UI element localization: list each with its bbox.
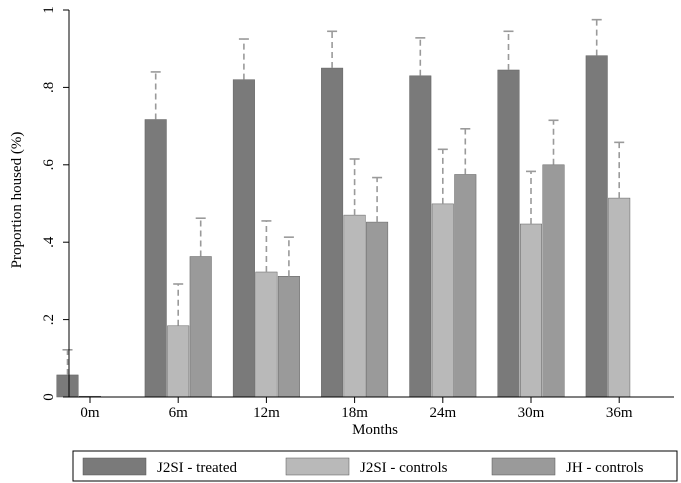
x-tick-label: 24m (429, 405, 456, 421)
bar-j2si-treated-6m (144, 119, 167, 398)
bar-j2si-treated-24m (409, 75, 432, 398)
errorbars-layer (62, 18, 625, 375)
bar-jh-controls-18m (366, 221, 389, 398)
x-tick-label: 6m (169, 405, 189, 421)
bar-jh-controls-6m (189, 256, 212, 398)
x-tick-label: 18m (341, 405, 368, 421)
legend-swatch-j2si-controls (285, 457, 350, 476)
bar-jh-controls-30m (542, 164, 565, 398)
bar-j2si-controls-30m (520, 223, 542, 398)
y-tick-label: .4 (41, 236, 57, 248)
bar-j2si-treated-36m (585, 55, 608, 398)
bar-j2si-controls-12m (255, 271, 278, 398)
x-tick-label: 30m (518, 405, 545, 421)
bar-j2si-controls-24m (431, 203, 454, 398)
bar-j2si-treated-18m (321, 67, 344, 398)
legend-label-j2si-treated: J2SI - treated (157, 460, 237, 476)
x-ticks: 0m 6m 12m 18m 24m 30m 36m (80, 397, 633, 421)
legend-swatch-jh-controls (491, 457, 556, 476)
legend: J2SI - treated J2SI - controls JH - cont… (72, 450, 678, 482)
bar-j2si-treated-30m (497, 69, 520, 398)
bar-jh-controls-24m (454, 174, 477, 398)
bars-layer (56, 55, 631, 398)
y-ticks: 0 .2 .4 .6 .8 1 (41, 6, 69, 401)
y-tick-label: 1 (41, 6, 57, 14)
y-tick-label: 0 (41, 393, 57, 401)
legend-swatch-j2si-treated (82, 457, 147, 476)
y-tick-label: .6 (41, 159, 57, 171)
bar-j2si-treated-12m (232, 79, 255, 398)
bar-j2si-treated-0m (56, 374, 79, 398)
y-tick-label: .2 (41, 314, 57, 325)
bar-jh-controls-12m (277, 276, 300, 398)
x-tick-label: 0m (80, 405, 100, 421)
x-tick-label: 12m (253, 405, 280, 421)
y-axis-title: Proportion housed (%) (9, 132, 25, 269)
x-axis-title: Months (352, 422, 398, 438)
legend-box (72, 450, 678, 482)
x-tick-label: 36m (606, 405, 633, 421)
y-tick-label: .8 (41, 82, 57, 93)
bar-j2si-controls-18m (343, 214, 366, 398)
legend-label-j2si-controls: J2SI - controls (360, 460, 448, 476)
legend-label-jh-controls: JH - controls (566, 460, 644, 476)
bar-j2si-controls-36m (608, 197, 631, 398)
bar-j2si-controls-6m (167, 325, 190, 398)
